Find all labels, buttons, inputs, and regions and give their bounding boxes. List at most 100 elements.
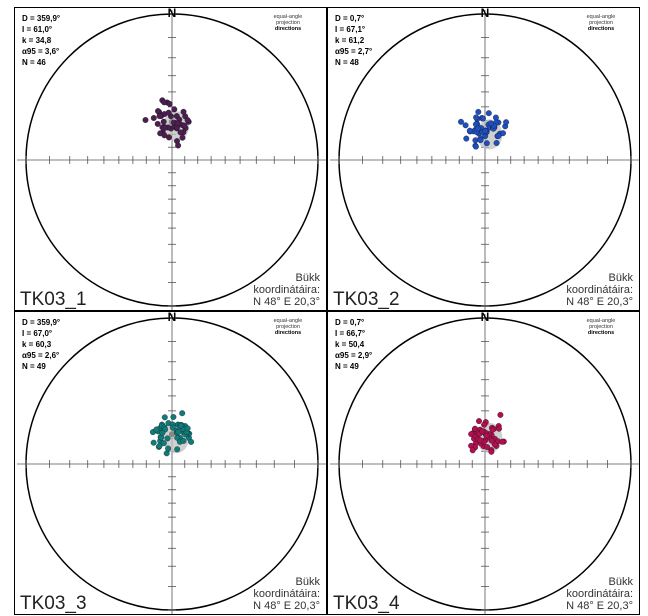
legend-line-3: directions [274,26,302,32]
statistics-block: D = 0,7° I = 66,7° k = 50,4 α95 = 2,9° N… [335,317,372,372]
stat-kappa: k = 60,3 [22,340,52,349]
sample-direction-point [153,426,160,433]
statistics-block: D = 0,7° I = 67,1° k = 61,2 α95 = 2,7° N… [335,13,372,68]
sample-direction-point [495,132,502,139]
legend-line-1: equal-angle [586,14,616,20]
coordinate-note: Bükk koordinátáira: N 48° E 20,3° [253,576,320,612]
coordinate-note: Bükk koordinátáira: N 48° E 20,3° [566,576,633,612]
sample-direction-point [489,426,496,433]
legend-line-2: projection [589,324,613,330]
stereonet-panel-tk03-2: N D = 0,7° I = 67,1° k = 61,2 α95 = 2,7°… [327,7,640,311]
stat-alpha95: α95 = 2,7° [335,47,373,56]
sample-direction-point [458,118,464,125]
projection-legend: equal-angle projection directions [571,318,631,336]
legend-line-1: equal-angle [273,318,303,324]
sample-direction-point [462,122,469,129]
coord-title: Bükk [295,272,320,284]
sample-direction-point [160,440,167,447]
sample-direction-point [155,108,161,115]
sample-direction-point [472,425,478,432]
stat-declination: D = 359,9° [22,14,61,23]
sample-direction-point [463,135,470,142]
sample-direction-point [487,120,494,127]
sample-direction-point [484,444,491,451]
sample-direction-point [496,425,502,432]
sample-direction-point [156,442,163,449]
statistics-block: D = 359,9° I = 67,0° k = 60,3 α95 = 2,6°… [22,317,60,372]
stat-kappa: k = 61,2 [335,36,365,45]
sample-direction-point [181,122,188,129]
coord-title: Bükk [608,272,633,284]
sample-direction-point [161,414,168,421]
sample-direction-point [473,114,480,121]
projection-legend: equal-angle projection directions [258,318,318,336]
sample-direction-point [474,125,481,132]
sample-direction-point [500,130,506,137]
sample-direction-point [488,437,495,444]
sample-direction-point [492,114,499,121]
legend-line-3: directions [587,330,615,336]
stat-inclination: I = 66,7° [335,329,366,338]
coord-title: Bükk [608,576,633,588]
sample-direction-point [466,127,473,134]
stat-inclination: I = 67,1° [335,25,366,34]
sample-direction-point [164,435,171,442]
coordinate-note: Bükk koordinátáira: N 48° E 20,3° [253,272,320,308]
sample-direction-point [180,108,187,115]
stat-count: N = 49 [22,362,46,371]
legend-line-3: directions [274,330,302,336]
panel-label: TK03_3 [20,593,87,614]
north-label: N [480,311,490,324]
sample-direction-point [180,437,187,444]
sample-direction-point [159,429,166,436]
sample-direction-point [170,414,177,420]
stereonet-panel-tk03-3: N D = 359,9° I = 67,0° k = 60,3 α95 = 2,… [14,311,327,615]
legend-line-1: equal-angle [586,318,616,324]
sample-direction-point [150,115,157,121]
statistics-block: D = 359,9° I = 61,0° k = 34,8 α95 = 3,6°… [22,13,60,68]
sample-direction-point [175,428,182,435]
sample-direction-point [184,425,191,432]
projection-legend: equal-angle projection directions [258,14,318,32]
stat-declination: D = 0,7° [335,14,365,23]
sample-direction-point [165,109,172,116]
stat-inclination: I = 61,0° [22,25,53,34]
sample-direction-point [479,428,486,435]
sample-direction-point [477,437,484,444]
stat-kappa: k = 50,4 [335,340,365,349]
coord-line-2: koordinátáira: [566,588,633,600]
sample-direction-point [160,118,167,125]
legend-line-1: equal-angle [273,14,303,20]
sample-direction-point [188,438,195,445]
mean-direction-point [168,431,175,438]
sample-direction-point [174,120,181,127]
north-label: N [167,7,177,20]
stat-count: N = 49 [335,362,359,371]
sample-direction-point [179,410,186,417]
sample-direction-point [175,142,182,149]
stereonet-plot [17,10,326,310]
stereonet-panel-tk03-1: N D = 359,9° I = 61,0° k = 34,8 α95 = 3,… [14,7,327,311]
sample-direction-point [150,439,157,446]
stat-inclination: I = 67,0° [22,329,53,338]
sample-direction-point [156,113,163,120]
legend-line-2: projection [276,324,300,330]
sample-direction-point [483,432,490,439]
stereonet-plot [17,314,326,614]
sample-direction-point [157,130,164,137]
north-label: N [167,311,177,324]
sample-direction-point [469,447,476,454]
north-label: N [480,7,490,20]
sample-direction-point [468,431,475,438]
sample-direction-point [475,108,482,115]
sample-direction-point [472,137,479,144]
coord-line-3: N 48° E 20,3° [253,600,320,612]
panel-label: TK03_2 [333,289,400,310]
sample-direction-point [154,120,161,127]
sample-direction-point [482,128,489,135]
legend-line-2: projection [589,20,613,26]
stereonet-plot [330,10,639,310]
sample-direction-point [179,134,186,141]
sample-direction-point [497,411,504,418]
sample-direction-point [142,117,149,123]
